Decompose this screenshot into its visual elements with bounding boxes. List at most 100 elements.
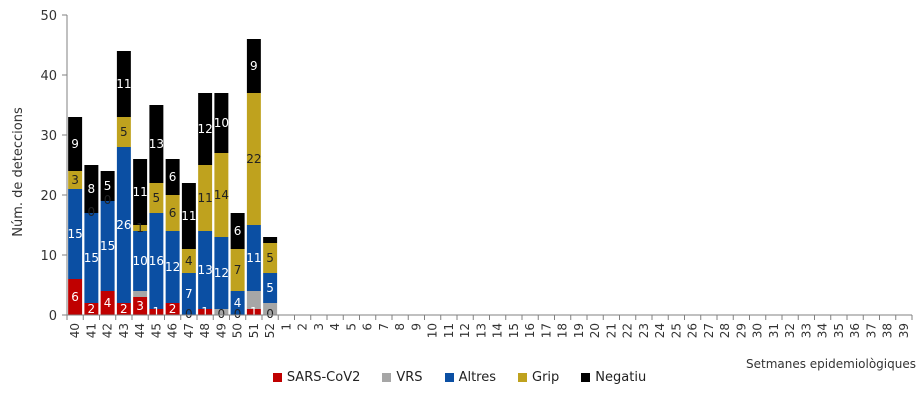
x-tick-label-week-38: 38 [881,323,895,338]
x-tick-label-week-29: 29 [734,323,748,338]
x-tick-label-week-17: 17 [539,323,553,338]
y-axis-title: Núm. de deteccions [11,107,26,237]
data-label-sars-cov2-week-49: 0 [218,307,226,321]
x-axis-title: Setmanes epidemiològiques [746,357,916,371]
x-tick-label-week-26: 26 [686,323,700,338]
legend-swatch [518,373,527,382]
bar-segment-altres-week-44 [133,231,148,291]
x-tick-label-week-14: 14 [491,323,505,338]
y-tick-label: 20 [40,189,57,204]
legend-item-vrs: VRS [382,370,423,385]
data-label-sars-cov2-week-45: 1 [153,305,161,319]
y-tick-label: 50 [40,9,57,24]
data-label-sars-cov2-week-43: 2 [120,302,128,316]
x-tick-label-week-12: 12 [458,323,472,338]
legend-swatch [272,373,282,382]
x-tick-label-week-33: 33 [799,323,813,338]
y-tick-label: 0 [49,309,57,324]
bar-segment-altres-week-48 [198,231,213,309]
bar-segment-altres-week-42 [100,201,115,291]
data-label-grip-week-49: 14 [214,188,229,202]
bar-segment-negatiu-week-45 [149,105,164,183]
x-tick-label-week-51: 51 [247,323,261,338]
x-tick-label-week-15: 15 [507,323,521,338]
data-label-altres-week-41: 15 [84,251,99,265]
data-label-altres-week-42: 15 [100,239,115,253]
x-tick-label-week-31: 31 [767,323,781,338]
bar-segment-grip-week-44 [133,225,148,231]
x-tick-label-week-43: 43 [117,323,131,338]
x-tick-label-week-46: 46 [166,323,180,338]
x-tick-label-week-18: 18 [556,323,570,338]
data-label-altres-week-40: 15 [67,227,82,241]
data-label-sars-cov2-week-40: 6 [71,290,79,304]
legend-swatch [444,373,454,382]
data-label-altres-week-45: 16 [149,254,164,268]
data-label-negatiu-week-41: 8 [88,182,96,196]
data-label-altres-week-51: 11 [246,251,261,265]
x-tick-label-week-1: 1 [279,323,293,331]
x-tick-label-week-48: 48 [198,323,212,338]
x-tick-label-week-35: 35 [832,323,846,338]
data-label-grip-week-42: 0 [104,193,112,207]
legend-item-negatiu: Negatiu [581,370,646,385]
data-label-negatiu-week-45: 13 [149,137,164,151]
bar-segment-negatiu-week-41 [84,165,99,213]
data-label-negatiu-week-50: 6 [234,224,242,238]
bar-segment-grip-week-49 [214,153,229,237]
data-label-sars-cov2-week-50: 0 [234,307,242,321]
data-label-grip-week-41: 0 [88,205,96,219]
bar-segment-grip-week-48 [198,165,213,231]
data-label-negatiu-week-47: 11 [181,209,196,223]
data-label-altres-week-50: 4 [234,296,242,310]
data-label-grip-week-40: 3 [71,173,79,187]
bar-segment-sars-cov2-week-44 [133,297,148,315]
legend-label: SARS-CoV2 [286,370,361,385]
x-tick-label-week-11: 11 [442,323,456,338]
bar-segment-grip-week-43 [116,117,131,147]
bar-segment-negatiu-week-40 [68,117,83,171]
data-label-sars-cov2-week-51: 1 [250,305,258,319]
x-tick-label-week-30: 30 [751,323,765,338]
x-tick-label-week-32: 32 [783,323,797,338]
bar-segment-negatiu-week-51 [246,39,261,93]
x-tick-label-week-23: 23 [637,323,651,338]
y-tick-label: 40 [40,69,57,84]
bar-segment-altres-week-41 [84,213,99,303]
x-tick-label-week-25: 25 [669,323,683,338]
data-label-sars-cov2-week-48: 1 [201,305,209,319]
bar-segment-altres-week-49 [214,237,229,309]
x-tick-label-week-2: 2 [296,323,310,331]
bar-segment-altres-week-52 [263,273,278,303]
data-label-negatiu-week-46: 6 [169,170,177,184]
data-label-grip-week-51: 22 [246,152,261,166]
bar-segment-negatiu-week-44 [133,159,148,225]
data-label-sars-cov2-week-42: 4 [104,296,112,310]
bar-segment-sars-cov2-week-45 [149,309,164,315]
bar-segment-negatiu-week-48 [198,93,213,165]
x-tick-label-week-5: 5 [344,323,358,331]
bar-segment-altres-week-40 [68,189,83,279]
data-label-altres-week-49: 12 [214,266,229,280]
bar-segment-altres-week-51 [246,225,261,291]
x-tick-label-week-22: 22 [621,323,635,338]
bar-segment-grip-week-40 [68,171,83,189]
legend-swatch [382,373,392,382]
bar-segment-sars-cov2-week-43 [116,303,131,315]
bar-segment-negatiu-week-52 [263,237,278,243]
data-label-grip-week-47: 4 [185,254,193,268]
data-label-sars-cov2-week-47: 0 [185,307,193,321]
bar-segment-vrs-week-44 [133,291,148,297]
bar-segment-negatiu-week-43 [116,51,131,117]
data-label-negatiu-week-42: 5 [104,179,112,193]
bar-segment-altres-week-45 [149,213,164,309]
bar-segment-sars-cov2-week-46 [165,303,180,315]
bar-segment-grip-week-46 [165,195,180,231]
data-label-grip-week-48: 11 [197,191,212,205]
x-tick-label-week-39: 39 [897,323,911,338]
data-label-grip-week-46: 6 [169,206,177,220]
legend-item-grip: Grip [518,370,559,385]
data-label-sars-cov2-week-44: 3 [136,299,144,313]
data-label-grip-week-50: 7 [234,263,242,277]
